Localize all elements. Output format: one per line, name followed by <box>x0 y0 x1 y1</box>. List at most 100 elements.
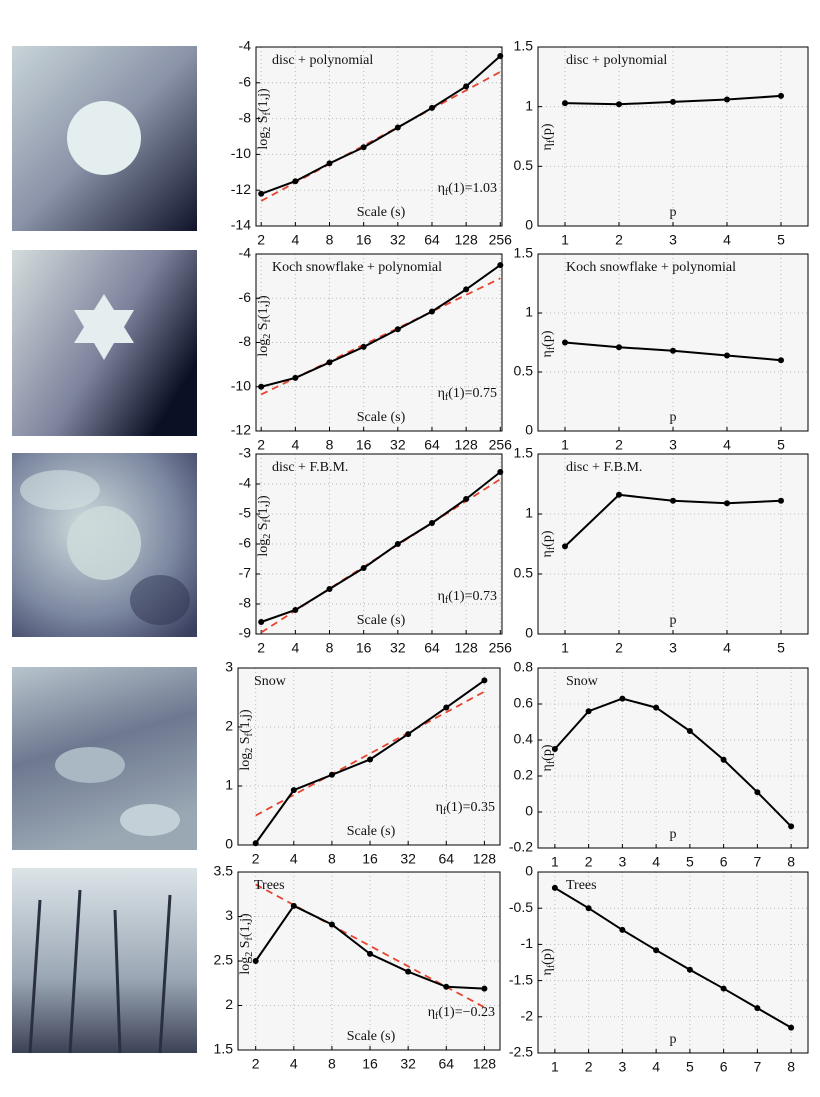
label-part: η <box>540 764 555 771</box>
x-axis-label: p <box>670 613 677 628</box>
data-point <box>585 905 592 912</box>
data-point <box>562 339 568 346</box>
x-tick-label: 32 <box>390 640 406 656</box>
data-point <box>551 746 558 752</box>
data-point <box>367 950 374 957</box>
data-point <box>367 756 374 763</box>
subscript: f <box>546 964 557 968</box>
data-point <box>328 921 335 928</box>
data-point <box>292 178 299 185</box>
data-point <box>686 728 693 734</box>
y-tick-label: 3 <box>225 659 233 675</box>
plot-frame <box>537 667 809 849</box>
x-tick-label: 2 <box>615 640 623 656</box>
plot-frame <box>537 453 809 635</box>
x-tick-label: 2 <box>257 640 265 656</box>
x-tick-label: 8 <box>787 1059 795 1075</box>
y-tick-label: 0.6 <box>514 695 534 711</box>
x-tick-label: 4 <box>291 232 299 248</box>
chart-title: disc + F.B.M. <box>272 460 348 475</box>
fit-line <box>255 690 485 817</box>
data-point <box>463 83 470 90</box>
x-tick-label: 2 <box>615 437 623 453</box>
x-tick-label: 64 <box>424 640 440 656</box>
data-point <box>428 308 435 315</box>
x-tick-label: 5 <box>777 640 785 656</box>
x-tick-label: 2 <box>615 232 623 248</box>
x-tick-label: 7 <box>753 1059 761 1075</box>
y-tick-label: -8 <box>239 595 252 611</box>
label-part: η <box>540 968 555 975</box>
data-point <box>360 343 367 350</box>
data-point <box>258 383 265 390</box>
x-tick-label: 5 <box>777 437 785 453</box>
x-tick-label: 128 <box>473 1056 497 1072</box>
data-point <box>585 708 592 715</box>
y-tick-label: -1.5 <box>509 971 533 987</box>
label-part: (1,j) <box>256 88 271 112</box>
subscript: 2 <box>262 534 273 539</box>
label-part: (1,j) <box>256 495 271 519</box>
y-tick-label: 1 <box>525 304 533 320</box>
x-tick-label: 1 <box>551 1059 559 1075</box>
x-tick-label: 16 <box>362 851 378 867</box>
y-axis-label: log2 Sf(1,j) <box>256 295 273 357</box>
y-tick-label: -10 <box>231 377 251 393</box>
x-tick-label: 128 <box>473 851 497 867</box>
y-tick-label: -6 <box>239 74 252 90</box>
x-axis-label: Scale (s) <box>347 1029 396 1044</box>
data-point <box>463 286 470 293</box>
y-tick-label: -0.5 <box>509 899 533 915</box>
label-part: (1,j) <box>238 913 253 937</box>
data-point <box>788 1024 795 1031</box>
y-tick-label: 0.5 <box>514 363 534 379</box>
label-part: η <box>540 143 555 150</box>
subscript: 2 <box>244 952 255 957</box>
y-tick-label: -4 <box>239 475 252 491</box>
x-tick-label: 3 <box>618 854 626 870</box>
subscript: f <box>262 318 273 322</box>
y-tick-label: 3 <box>225 907 233 923</box>
data-point <box>258 619 265 625</box>
annotation: ηf(1)=0.73 <box>438 589 497 606</box>
data-point <box>481 985 488 992</box>
fit-line <box>260 277 501 396</box>
data-point <box>497 52 504 59</box>
x-axis-label: Scale (s) <box>347 824 396 839</box>
data-point <box>619 695 626 702</box>
label-part: log <box>256 339 271 357</box>
data-point <box>405 968 412 975</box>
y-tick-label: 1.5 <box>514 245 534 261</box>
x-tick-label: 16 <box>356 640 372 656</box>
x-tick-label: 4 <box>291 640 299 656</box>
x-tick-label: 1 <box>561 640 569 656</box>
data-point <box>788 823 795 830</box>
chart-title: Trees <box>254 878 285 893</box>
x-tick-label: 32 <box>390 232 406 248</box>
y-axis-label: ηf(p) <box>540 744 557 771</box>
x-tick-label: 5 <box>686 854 694 870</box>
x-axis-label: p <box>670 1032 677 1047</box>
y-tick-label: -2.5 <box>509 1044 533 1060</box>
data-point <box>326 359 333 366</box>
y-tick-label: -6 <box>239 535 252 551</box>
y-tick-label: 1.5 <box>214 1041 234 1057</box>
image-disc <box>12 46 197 231</box>
chart-title: Koch snowflake + polynomial <box>566 260 736 275</box>
label-part: log <box>256 132 271 150</box>
y-tick-label: -4 <box>239 38 252 54</box>
chart-title: disc + polynomial <box>566 53 667 68</box>
data-point <box>481 677 488 684</box>
y-tick-label: 0 <box>525 217 533 233</box>
x-tick-label: 64 <box>424 437 440 453</box>
label-part: η <box>540 550 555 557</box>
plot-area <box>538 47 808 226</box>
y-tick-label: 0.5 <box>514 157 534 173</box>
y-tick-label: -12 <box>231 181 251 197</box>
x-tick-label: 5 <box>686 1059 694 1075</box>
subscript: f <box>445 595 449 606</box>
y-tick-label: 0 <box>525 803 533 819</box>
x-tick-label: 2 <box>257 437 265 453</box>
subscript: 2 <box>262 127 273 132</box>
